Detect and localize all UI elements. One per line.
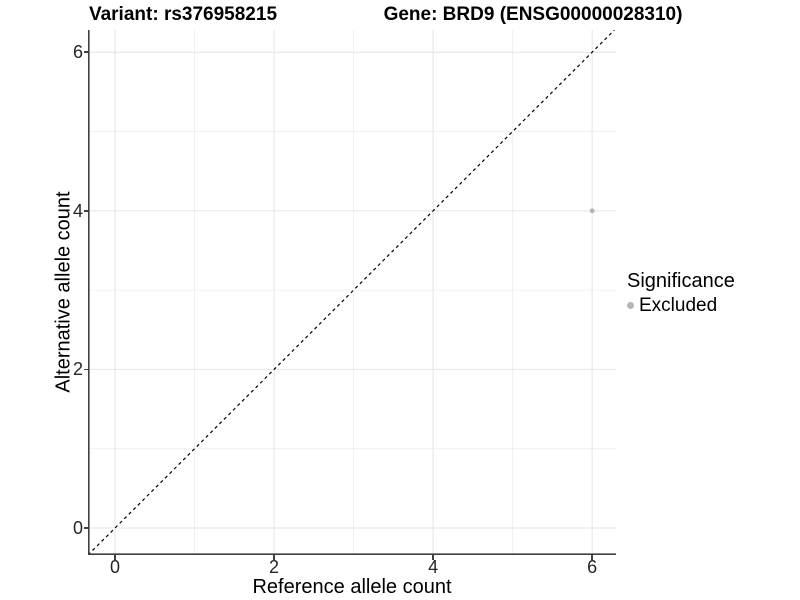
identity-line bbox=[88, 30, 615, 555]
y-tick-label: 6 bbox=[72, 42, 83, 63]
x-tick-label: 0 bbox=[110, 557, 121, 577]
x-tick-mark bbox=[432, 555, 434, 560]
y-tick-mark bbox=[83, 51, 88, 53]
legend-title: Significance bbox=[627, 270, 735, 292]
legend-item-label: Excluded bbox=[639, 295, 718, 316]
y-tick-label: 2 bbox=[72, 359, 83, 380]
plot-area-svg bbox=[88, 30, 616, 555]
y-tick-mark bbox=[83, 368, 88, 371]
y-tick-label: 4 bbox=[72, 200, 83, 221]
x-tick-mark bbox=[114, 555, 116, 560]
x-tick-mark bbox=[273, 555, 275, 560]
x-tick-label: 6 bbox=[587, 557, 598, 577]
x-tick-mark bbox=[591, 555, 593, 560]
plot-panel bbox=[88, 30, 616, 555]
x-tick-label: 2 bbox=[269, 557, 280, 577]
y-tick-mark bbox=[83, 210, 88, 212]
x-axis-title: Reference allele count bbox=[252, 576, 452, 598]
y-tick-mark bbox=[83, 527, 88, 529]
legend: Significance Excluded bbox=[627, 271, 735, 315]
excluded-point-icon bbox=[627, 302, 634, 309]
data-point bbox=[589, 208, 595, 214]
legend-item-excluded: Excluded bbox=[627, 296, 735, 315]
x-tick-label: 4 bbox=[428, 557, 439, 577]
variant-title: Variant: rs376958215 bbox=[88, 4, 278, 25]
y-tick-label: 0 bbox=[72, 518, 83, 539]
gene-title: Gene: BRD9 (ENSG00000028310) bbox=[383, 4, 683, 25]
y-axis-title: Alternative allele count bbox=[52, 191, 75, 393]
